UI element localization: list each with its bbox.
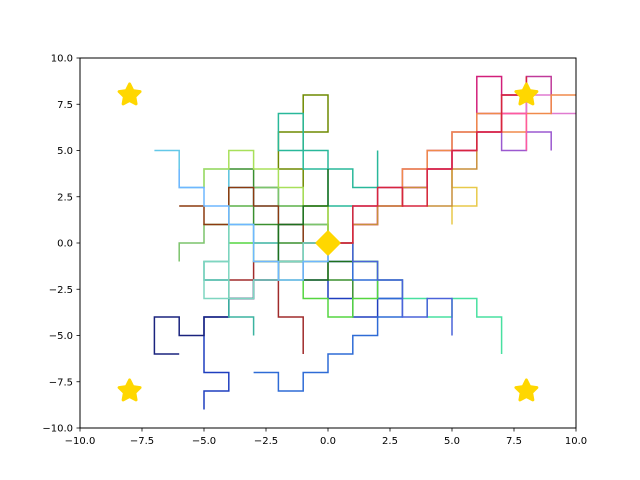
series-line-23: [328, 242, 453, 336]
y-tick-label: 7.5: [57, 100, 73, 111]
x-tick-label: 7.5: [506, 436, 522, 447]
y-tick-label: −5.0: [49, 331, 73, 342]
y-tick-label: −10.0: [42, 424, 73, 435]
origin-diamond-marker: [315, 230, 341, 256]
series-line-16: [179, 186, 328, 244]
x-tick-label: −10.0: [65, 436, 96, 447]
star-marker-4: [514, 378, 539, 402]
x-tick-label: −5.0: [192, 436, 216, 447]
y-axis: −10.0 −7.5 −5.0 −2.5 0.0 2.5 5.0 7.5 10.0: [42, 54, 80, 435]
y-tick-label: −2.5: [49, 285, 73, 296]
x-tick-label: 0.0: [320, 436, 336, 447]
star-marker-2: [514, 82, 539, 106]
x-axis: −10.0 −7.5 −5.0 −2.5 0.0 2.5 5.0 7.5 10.0: [65, 428, 587, 447]
y-tick-label: 2.5: [57, 192, 73, 203]
y-tick-label: −7.5: [49, 377, 73, 388]
series-line-26: [328, 76, 528, 244]
x-tick-label: 10.0: [565, 436, 587, 447]
series-line-9: [253, 243, 404, 392]
x-tick-label: −2.5: [254, 436, 278, 447]
x-tick-label: 5.0: [444, 436, 460, 447]
x-tick-label: −7.5: [130, 436, 154, 447]
y-tick-label: 5.0: [57, 146, 73, 157]
star-marker-3: [117, 378, 142, 402]
series-line-15: [277, 112, 379, 244]
marker-layer: [117, 82, 539, 402]
y-tick-label: 0.0: [57, 239, 73, 250]
star-marker-1: [117, 82, 142, 106]
x-tick-label: 2.5: [382, 436, 398, 447]
y-tick-label: 10.0: [51, 54, 73, 65]
series-line-27: [178, 169, 329, 281]
